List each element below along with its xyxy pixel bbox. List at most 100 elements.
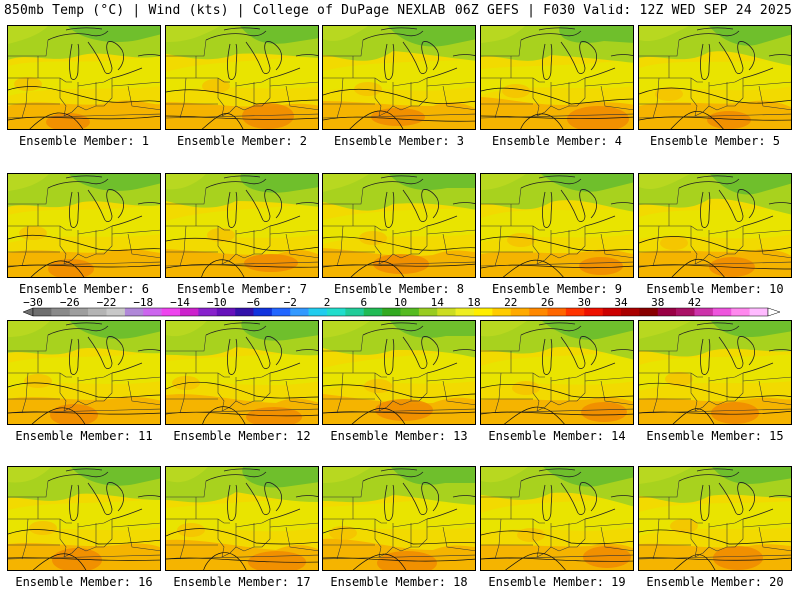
- colorbar-swatch: [327, 308, 346, 316]
- ensemble-member-label: Ensemble Member: 4: [491, 134, 623, 148]
- colorbar-swatch: [400, 308, 420, 316]
- great-lakes-outline: [678, 322, 791, 375]
- temp-fill-cool-west: [639, 26, 689, 42]
- colorbar-swatch: [731, 308, 750, 316]
- colorbar-swatch: [253, 308, 273, 316]
- colorbar-tick-label: 14: [431, 297, 445, 309]
- ensemble-member-map: [638, 320, 792, 425]
- temp-fill-cool-west: [323, 321, 370, 338]
- height-contours: [481, 383, 633, 424]
- height-contours: [481, 87, 633, 129]
- temp-fill-warm-patch: [364, 379, 392, 393]
- temp-fill-warmest: [579, 257, 623, 275]
- colorbar-swatch: [418, 308, 438, 316]
- ensemble-member-map: [480, 25, 634, 130]
- colorbar-arrow-right: [767, 307, 781, 317]
- temp-fill-warm-patch: [359, 231, 387, 245]
- ensemble-member-label: Ensemble Member: 12: [173, 429, 311, 443]
- colorbar-swatch: [271, 308, 291, 316]
- temp-fill-warmest: [567, 106, 629, 129]
- temp-fill-cool-west: [481, 321, 527, 337]
- great-lakes-outline: [520, 27, 633, 80]
- height-contours: [8, 86, 160, 129]
- colorbar-swatch: [124, 308, 144, 316]
- ensemble-member-label: Ensemble Member: 20: [646, 575, 784, 589]
- temp-fill-warmest: [711, 402, 759, 424]
- height-contours: [639, 382, 791, 424]
- temp-fill-coolest: [70, 321, 160, 339]
- temp-fill-coolest: [240, 174, 318, 193]
- temp-fill-cool-west: [8, 174, 49, 191]
- ensemble-member-map: [165, 466, 319, 571]
- colorbar-swatch: [455, 308, 475, 316]
- colorbar-tick-label: −6: [247, 297, 260, 309]
- colorbar-swatch: [216, 308, 236, 316]
- colorbar-tick-label: −26: [60, 297, 80, 309]
- height-contours: [166, 237, 318, 277]
- ensemble-member-map: [322, 25, 476, 130]
- height-contours: [166, 89, 318, 129]
- temp-fill-cool-west: [166, 467, 208, 483]
- ensemble-member-label: Ensemble Member: 3: [333, 134, 465, 148]
- temp-fill-coolest: [71, 467, 160, 486]
- height-contours: [481, 236, 633, 277]
- temp-fill-warm-patch: [19, 226, 47, 240]
- colorbar-tick-label: −2: [284, 297, 297, 309]
- ensemble-member-map: [322, 466, 476, 571]
- ensemble-member-map: [165, 320, 319, 425]
- colorbar-tick-label: 6: [360, 297, 367, 309]
- colorbar-arrow-left: [22, 307, 34, 317]
- height-contours: [166, 381, 318, 424]
- colorbar-swatch: [363, 308, 383, 316]
- colorbar-tick-label: −18: [133, 297, 153, 309]
- state-borders: [166, 334, 318, 414]
- ensemble-member-label: Ensemble Member: 13: [330, 429, 468, 443]
- temp-fill-warmest: [48, 259, 94, 277]
- height-contours: [481, 530, 633, 570]
- temp-fill-cool-west: [481, 467, 528, 483]
- state-borders: [166, 39, 318, 119]
- temp-fill-warm-patch: [207, 228, 235, 242]
- colorbar-swatch: [492, 308, 512, 316]
- ensemble-member-map: [480, 173, 634, 278]
- colorbar-tick-label: 26: [541, 297, 554, 309]
- colorbar-swatch: [345, 308, 365, 316]
- temp-fill-warmest: [713, 546, 763, 570]
- ensemble-member-label: Ensemble Member: 10: [646, 282, 784, 296]
- ensemble-member-map: [322, 173, 476, 278]
- temp-fill-warm-patch: [14, 77, 42, 91]
- temp-fill-warmest: [581, 402, 627, 422]
- state-borders: [323, 334, 475, 414]
- temp-fill-warmest: [375, 399, 433, 421]
- great-lakes-outline: [520, 175, 633, 228]
- temp-fill-cool-west: [323, 26, 368, 41]
- ensemble-member-map: [638, 173, 792, 278]
- temp-fill-coolest: [711, 321, 791, 338]
- temp-fill-cool-west: [8, 26, 48, 44]
- colorbar-swatch: [198, 308, 218, 316]
- colorbar-swatch: [51, 308, 71, 316]
- ensemble-member-map: [165, 173, 319, 278]
- map-title: 850mb Temp (°C) | Wind (kts) | College o…: [4, 3, 446, 18]
- ensemble-member-label: Ensemble Member: 1: [18, 134, 150, 148]
- colorbar-tick-label: 30: [578, 297, 591, 309]
- temp-fill-cool-west: [8, 321, 50, 337]
- colorbar-tick-label: −10: [207, 297, 227, 309]
- temp-fill-coolest: [710, 174, 791, 195]
- temp-fill-warm: [8, 100, 160, 129]
- great-lakes-outline: [362, 27, 475, 80]
- temp-fill-warm-patch: [24, 374, 52, 388]
- colorbar-tick-label: 22: [504, 297, 517, 309]
- temp-fill-coolest: [542, 321, 633, 340]
- state-borders: [481, 39, 633, 119]
- temp-fill-warm-patch: [660, 236, 688, 250]
- temp-fill-warm-patch: [354, 82, 382, 96]
- colorbar-swatch: [161, 308, 181, 316]
- ensemble-member-label: Ensemble Member: 5: [649, 134, 781, 148]
- colorbar-tick-label: 34: [614, 297, 628, 309]
- height-contours: [639, 529, 791, 570]
- temp-fill-warm-patch: [177, 523, 205, 537]
- temp-fill-coolest: [709, 26, 791, 46]
- height-contours: [639, 236, 791, 277]
- colorbar-swatch: [602, 308, 622, 316]
